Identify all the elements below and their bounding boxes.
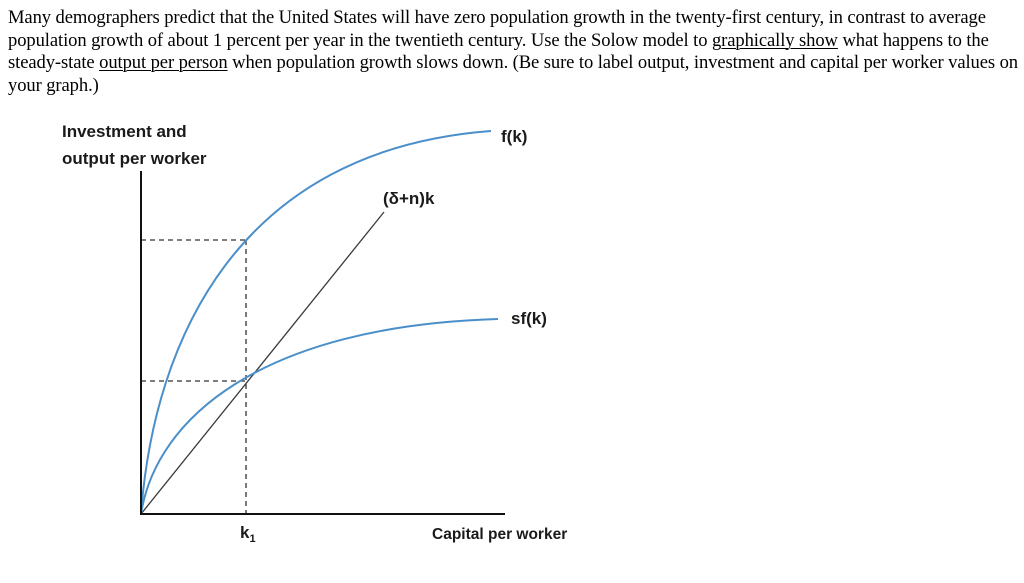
curve-f-label: f(k) — [501, 127, 527, 146]
saving-curve-sfk — [140, 318, 499, 515]
curve-sf-label: sf(k) — [511, 309, 547, 328]
question-part-3: when population growth slows down. (Be s… — [8, 52, 1018, 96]
production-curve-fk — [140, 130, 492, 515]
link-output-per-person[interactable]: output per person — [99, 52, 228, 73]
question-part-2: what happens to the steady-state — [8, 29, 989, 74]
k-subscript: 1 — [249, 533, 255, 545]
link-graphically-show[interactable]: graphically show — [711, 29, 838, 51]
question-text: Many demographers predict that the Unite… — [8, 7, 1018, 97]
k-label: k — [240, 523, 250, 542]
break-even-line-label: (δ+n)k — [383, 189, 435, 208]
break-even-line — [140, 211, 385, 515]
question-part-1: Many demographers predict that the Unite… — [8, 7, 986, 51]
y-axis-label-line1: Investment and — [62, 122, 187, 141]
k1-label: k1 — [240, 523, 256, 545]
x-axis-label: Capital per worker — [432, 526, 567, 543]
y-axis-label-line2: output per worker — [62, 149, 207, 168]
